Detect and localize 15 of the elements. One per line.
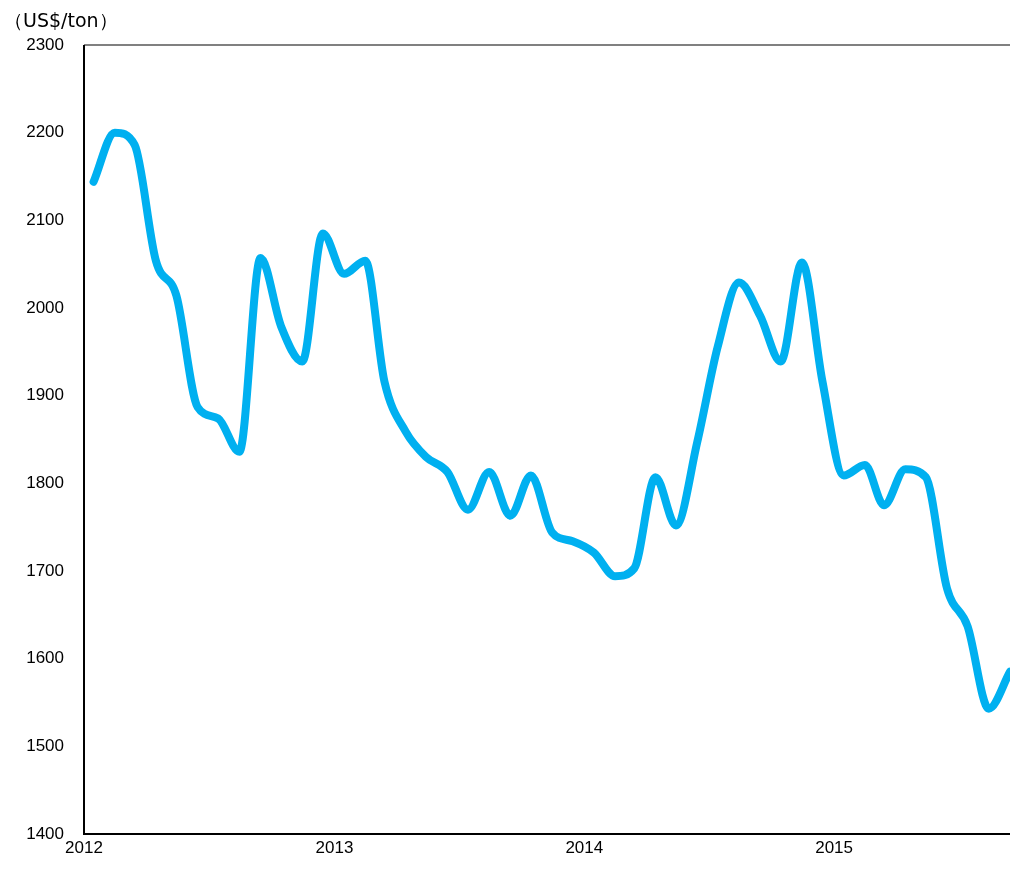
x-tick-label: 2012 — [65, 837, 103, 857]
y-tick-label: 1600 — [26, 648, 64, 668]
y-tick-label: 1800 — [26, 473, 64, 493]
y-tick-label: 1900 — [26, 385, 64, 405]
y-tick-label: 1400 — [26, 823, 64, 843]
y-tick-label: 2200 — [26, 122, 64, 142]
y-tick-label: 2000 — [26, 297, 64, 317]
y-tick-label: 2300 — [26, 34, 64, 54]
x-tick-label: 2014 — [565, 837, 604, 857]
x-tick-label: 2015 — [815, 837, 854, 857]
x-tick-label: 2013 — [315, 837, 354, 857]
y-tick-label: 1700 — [26, 560, 64, 580]
y-tick-label: 1500 — [26, 736, 64, 756]
y-axis-title: （US$/ton） — [4, 8, 118, 31]
y-tick-label: 2100 — [26, 210, 64, 230]
